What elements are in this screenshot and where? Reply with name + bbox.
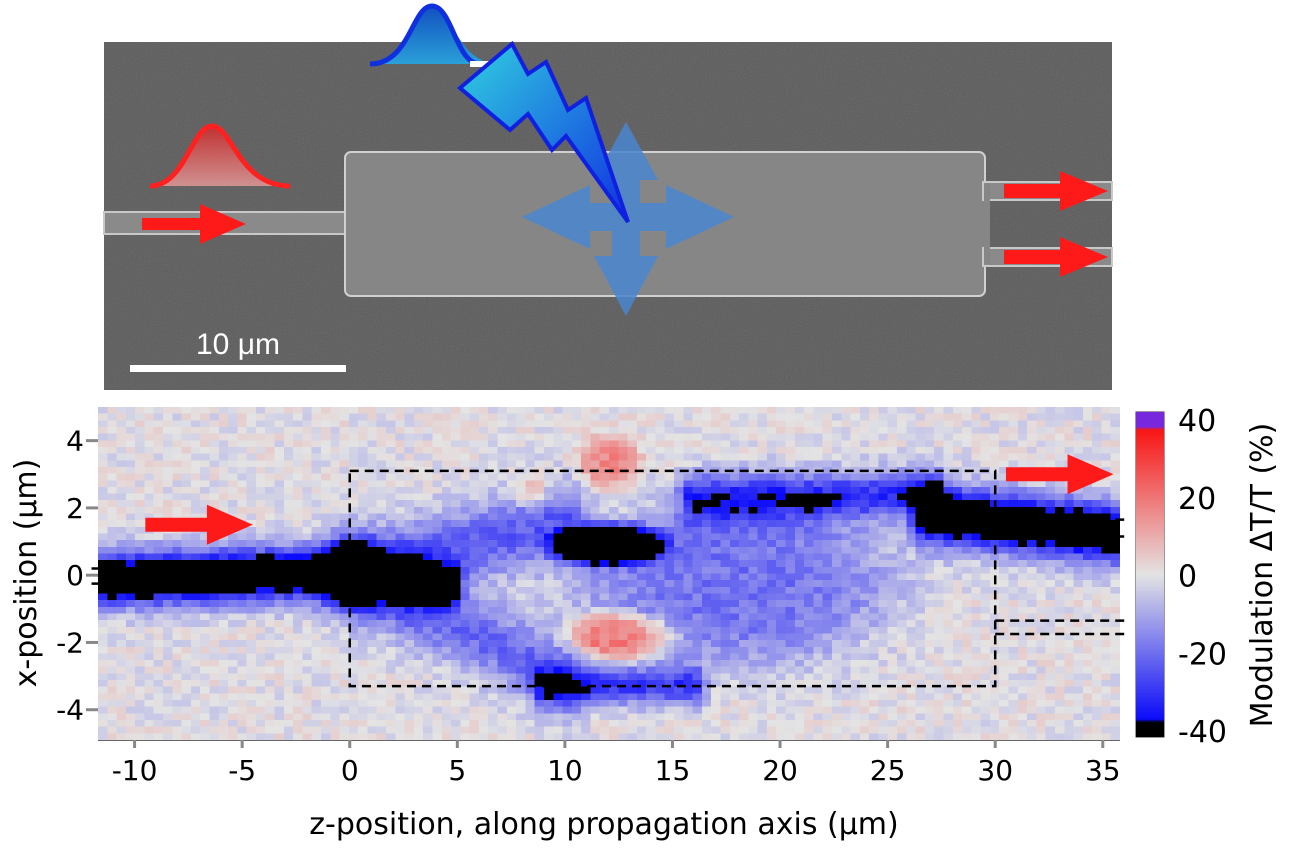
x-tick-label: 20 bbox=[762, 754, 798, 787]
y-tick-label: 0 bbox=[66, 559, 84, 592]
y-tick-label: 4 bbox=[66, 425, 84, 458]
input-arrow-icon bbox=[142, 204, 246, 244]
colorbar-tick-label: -40 bbox=[1178, 715, 1227, 750]
y-axis-label: x-position (μm) bbox=[9, 459, 44, 688]
pump-lightning-icon bbox=[456, 40, 630, 224]
x-axis-label: z-position, along propagation axis (μm) bbox=[309, 807, 898, 842]
scale-bar bbox=[130, 365, 346, 372]
x-tick-label: 0 bbox=[341, 754, 359, 787]
sem-image: 10 μm bbox=[103, 3, 1113, 390]
colorbar-tick-label: 20 bbox=[1178, 482, 1216, 517]
output-arrow-lower-icon bbox=[1004, 237, 1108, 277]
probe-pulse-icon bbox=[150, 126, 290, 186]
x-tick-label: -5 bbox=[228, 754, 256, 787]
scale-bar-label: 10 μm bbox=[196, 328, 280, 361]
colorbar-tick-label: 0 bbox=[1178, 560, 1197, 595]
colorbar-tick-label: 40 bbox=[1178, 404, 1216, 439]
colorbar-label: Modulation ΔT/T (%) bbox=[1245, 423, 1280, 728]
colorbar bbox=[1136, 412, 1164, 737]
x-tick-label: 35 bbox=[1085, 754, 1121, 787]
x-tick-label: 30 bbox=[977, 754, 1013, 787]
y-tick-label: -4 bbox=[56, 694, 84, 727]
colorbar-tick-label: -20 bbox=[1178, 637, 1227, 672]
x-tick-label: 5 bbox=[448, 754, 466, 787]
spread-cross-icon bbox=[522, 122, 734, 316]
x-tick-label: -10 bbox=[112, 754, 158, 787]
y-tick-label: -2 bbox=[56, 626, 84, 659]
heatmap bbox=[98, 407, 1120, 740]
y-tick-label: 2 bbox=[66, 492, 84, 525]
x-tick-label: 25 bbox=[870, 754, 906, 787]
output-arrow-upper-icon bbox=[1004, 171, 1108, 211]
x-tick-label: 15 bbox=[655, 754, 691, 787]
pump-pulse-icon bbox=[370, 6, 500, 64]
x-tick-label: 10 bbox=[547, 754, 583, 787]
